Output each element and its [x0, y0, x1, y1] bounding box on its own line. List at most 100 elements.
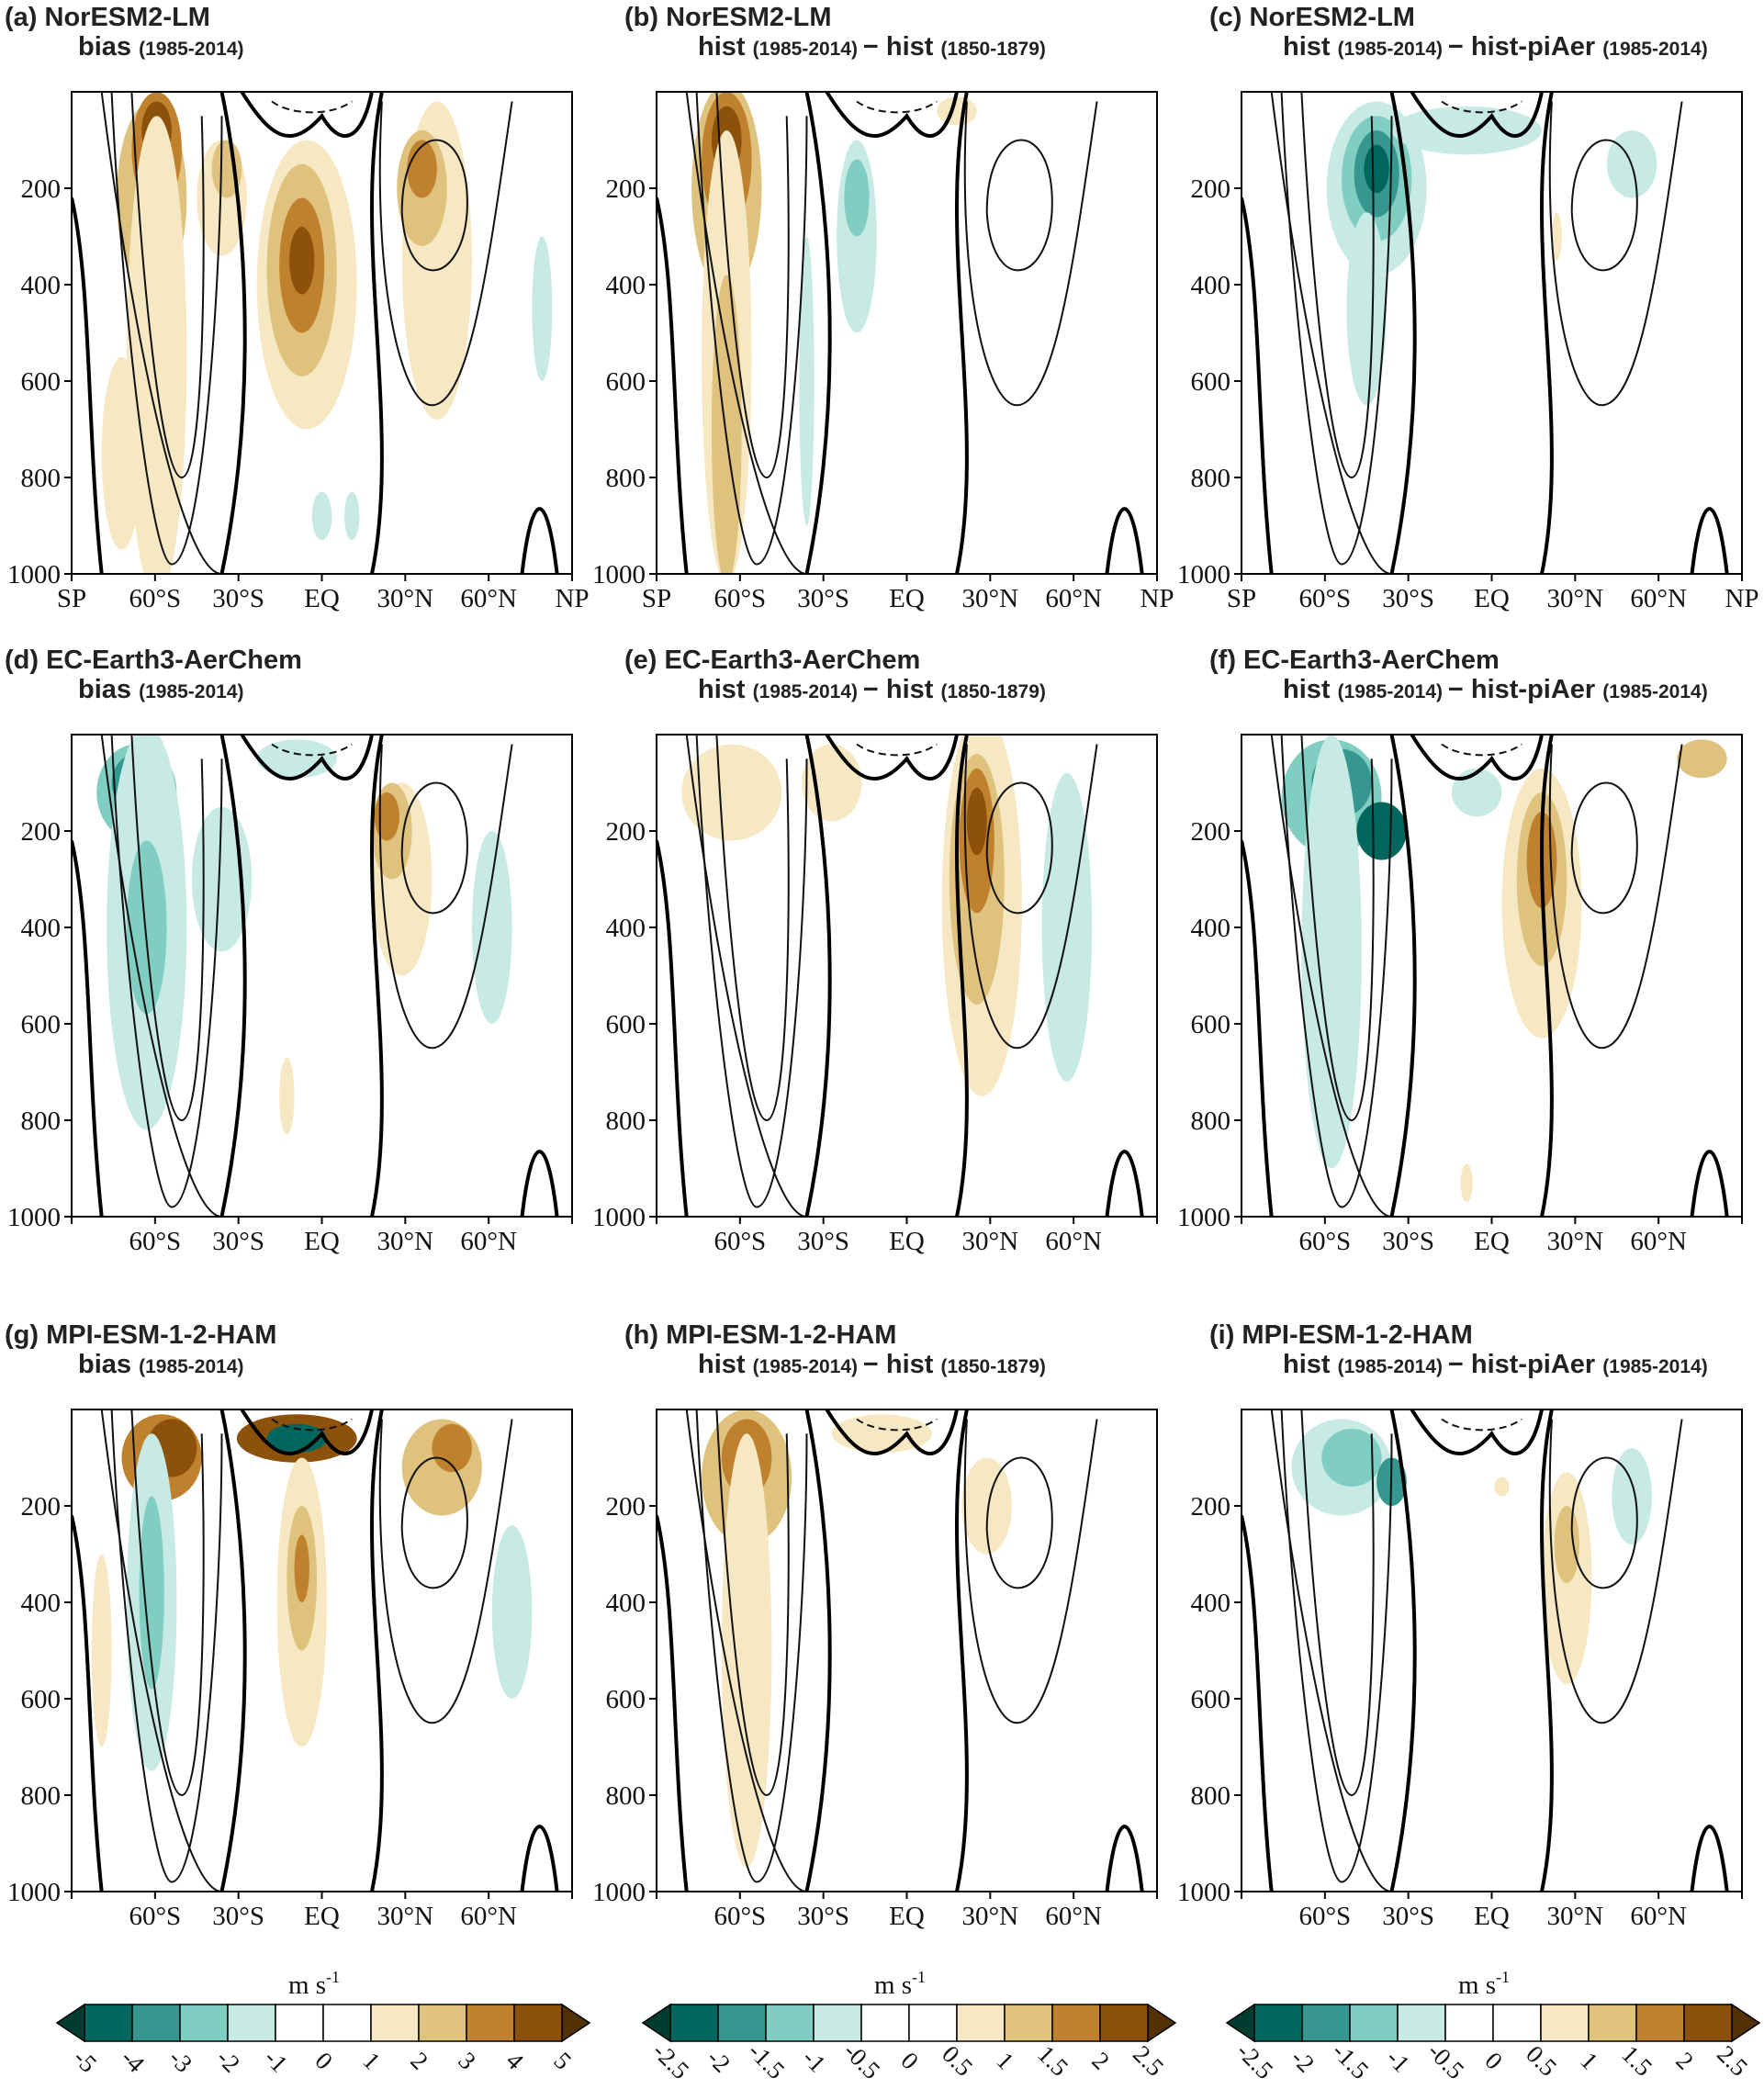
y-tick-label: 400: [606, 1589, 646, 1618]
colorbar-bin: [1540, 2004, 1590, 2042]
colorbar-tick-label: -1.5: [1327, 2038, 1374, 2084]
zero-contour-line: [1540, 1409, 1554, 1892]
contour-line: [1548, 744, 1683, 1050]
colorbar-tick-label: -1: [259, 2044, 293, 2078]
contour-line: [100, 735, 222, 1217]
zero-contour-line: [1690, 1150, 1729, 1217]
y-tick-label: 800: [21, 1781, 62, 1811]
x-tick-label: 60°N: [1630, 1902, 1687, 1931]
y-tick-label: 400: [1191, 914, 1231, 943]
y-tick-label: 800: [1191, 464, 1231, 493]
panel-title: (g) MPI-ESM-1-2-HAM: [5, 1320, 276, 1350]
contour-line: [400, 139, 468, 272]
anomaly-shading: [101, 356, 142, 550]
contour-line: [685, 1409, 807, 1892]
anomaly-shading: [1321, 1429, 1382, 1487]
y-tick-label: 800: [21, 464, 62, 493]
x-tick-label: SP: [642, 584, 671, 613]
x-tick-label: EQ: [304, 1227, 340, 1256]
colorbar-extend-low: [641, 2003, 671, 2043]
y-tick-label: 1000: [7, 560, 61, 590]
x-tick-label: 30°S: [797, 1902, 849, 1931]
zero-contour-line: [72, 1515, 104, 1892]
contour-line: [985, 781, 1053, 915]
anomaly-shading: [966, 787, 987, 856]
x-tick-label: 30°S: [212, 584, 264, 613]
anomaly-shading: [937, 96, 977, 126]
y-tick-label: 1000: [1177, 1203, 1230, 1232]
zero-contour-line: [520, 1825, 559, 1892]
x-tick-label: SP: [1227, 584, 1256, 613]
contour-line: [100, 1409, 222, 1892]
x-tick-label: 30°S: [212, 1227, 264, 1256]
anomaly-shading: [1460, 1163, 1473, 1203]
panel-subtitle: hist (1985-2014) − hist (1850-1879): [698, 32, 1046, 62]
anomaly-shading: [1554, 1506, 1579, 1583]
zero-contour-line: [804, 735, 832, 1217]
panel-title: (i) MPI-ESM-1-2-HAM: [1209, 1320, 1473, 1350]
contour-line: [1548, 101, 1683, 407]
easterly-contour: [271, 1418, 353, 1432]
x-tick-label: 60°S: [713, 584, 766, 613]
colorbar-extend-high: [1147, 2003, 1177, 2043]
colorbar-bin: [418, 2004, 467, 2042]
contour-line: [400, 781, 468, 915]
contour-line: [378, 101, 513, 407]
x-tick-label: EQ: [1474, 1902, 1510, 1931]
y-tick-label: 200: [606, 174, 646, 204]
y-tick-label: 1000: [592, 1203, 646, 1232]
x-tick-label: 30°N: [962, 584, 1019, 613]
easterly-contour: [856, 1418, 938, 1432]
colorbar-tick-label: 0: [1479, 2047, 1508, 2075]
colorbar-tick-label: -2.5: [647, 2038, 694, 2084]
colorbar-tick-label: -1.5: [743, 2038, 790, 2084]
colorbar-tick-label: -1: [797, 2044, 831, 2078]
colorbar-tick-label: -4: [116, 2044, 150, 2078]
y-tick-label: 400: [21, 1589, 62, 1618]
colorbar-1: -5 -4 -3 -2 -1 0 1 2 3 4 5 m s-1: [55, 1968, 591, 2078]
colorbar-3: -2.5 -2 -1.5 -1 -0.5 0 0.5 1 1.5 2 2.5 m s-1: [1225, 1968, 1761, 2084]
zero-contour-line: [657, 197, 689, 574]
contour-line: [1570, 1456, 1638, 1589]
anomaly-shading: [1494, 1477, 1510, 1497]
colorbar-tick-label: 0.5: [1521, 2040, 1562, 2082]
y-tick-label: 200: [1191, 174, 1231, 204]
zero-contour-line: [825, 735, 959, 780]
colorbar-tick-label: -2.5: [1231, 2038, 1278, 2084]
y-tick-label: 800: [21, 1106, 62, 1136]
zero-contour-line: [1540, 735, 1554, 1217]
zero-contour-line: [1105, 507, 1144, 574]
colorbar-tick-label: -2: [702, 2044, 736, 2078]
easterly-contour: [1441, 1418, 1522, 1432]
anomaly-shading: [491, 1525, 533, 1699]
x-tick-label: EQ: [304, 1902, 340, 1931]
x-tick-label: 60°N: [1045, 1227, 1102, 1256]
colorbar-bin: [669, 2004, 719, 2042]
panel-subtitle: hist (1985-2014) − hist-piAer (1985-2014…: [1283, 675, 1708, 704]
x-tick-label: 60°N: [460, 584, 517, 613]
contour-line: [1270, 92, 1392, 574]
contour-line: [110, 735, 223, 1208]
contour-line: [1300, 92, 1375, 479]
anomaly-shading: [1612, 1448, 1652, 1544]
colorbar-bin: [1349, 2004, 1399, 2042]
contour-line: [130, 1409, 205, 1797]
colorbar-bin: [84, 2004, 133, 2042]
y-tick-label: 400: [1191, 1589, 1231, 1618]
zero-contour-line: [370, 92, 384, 574]
colorbar-bin: [717, 2004, 767, 2042]
zero-contour-line: [72, 840, 104, 1217]
panel-plot-area: [657, 735, 1144, 1217]
panel-plot-area: [1242, 92, 1729, 574]
zero-contour-line: [955, 1409, 969, 1892]
x-tick-label: 60°S: [129, 1902, 181, 1931]
x-tick-label: 30°S: [212, 1902, 264, 1931]
colorbar-tick-label: -2: [1286, 2044, 1320, 2078]
colorbar-bin: [227, 2004, 276, 2042]
